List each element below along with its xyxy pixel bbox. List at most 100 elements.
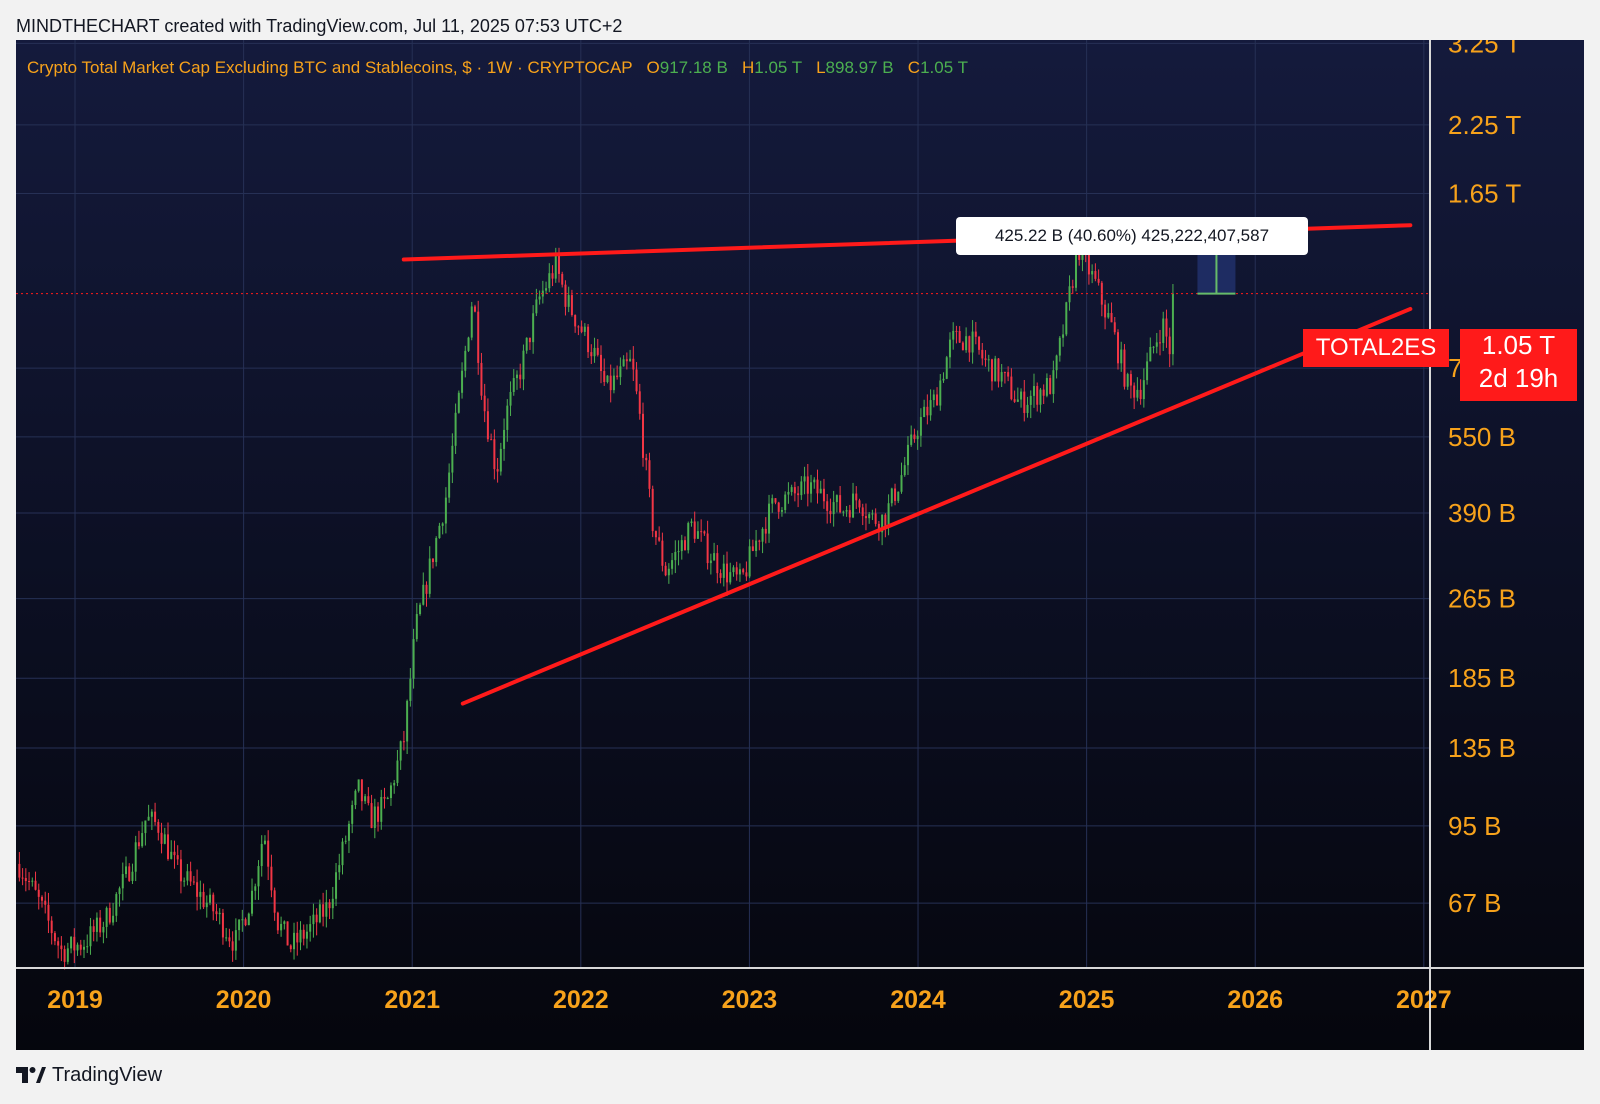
y-tick-label: 550 B xyxy=(1448,422,1516,452)
candle-body xyxy=(241,919,244,921)
candle-body xyxy=(1159,342,1162,344)
candle-body xyxy=(852,493,855,518)
candle-body xyxy=(192,881,195,883)
candle-body xyxy=(871,513,874,515)
candle-body xyxy=(1049,378,1052,394)
candle-body xyxy=(923,406,926,418)
candle-body xyxy=(696,531,699,539)
candle-body xyxy=(984,358,987,360)
candle-body xyxy=(661,540,664,566)
y-tick-label: 265 B xyxy=(1448,584,1516,614)
candle-body xyxy=(1045,378,1048,396)
legend-title: Crypto Total Market Cap Excluding BTC an… xyxy=(27,58,633,77)
candle-body xyxy=(1032,386,1035,396)
candle-body xyxy=(464,350,467,371)
tradingview-branding[interactable]: TradingView xyxy=(16,1062,162,1088)
candle-body xyxy=(638,391,641,414)
candle-body xyxy=(948,339,951,358)
candle-body xyxy=(212,894,215,912)
candle-body xyxy=(102,926,105,933)
candle-body xyxy=(1129,374,1132,386)
candle-body xyxy=(868,514,871,519)
y-tick-label: 2.25 T xyxy=(1448,110,1521,140)
x-tick-label-2021: 2021 xyxy=(384,986,440,1014)
candle-body xyxy=(952,330,955,340)
candle-body xyxy=(790,487,793,492)
candle-body xyxy=(99,917,102,933)
candle-body xyxy=(619,366,622,378)
candle-body xyxy=(344,840,347,842)
candle-body xyxy=(302,929,305,939)
candle-body xyxy=(441,523,444,526)
candle-body xyxy=(664,565,667,576)
candle-body xyxy=(125,866,128,875)
candle-body xyxy=(1097,278,1100,283)
candle-body xyxy=(425,584,428,594)
y-tick-label: 67 B xyxy=(1448,888,1502,918)
candle-body xyxy=(939,380,942,406)
candle-body xyxy=(341,841,344,866)
candle-body xyxy=(360,779,363,802)
candle-body xyxy=(338,865,341,873)
candle-body xyxy=(629,358,632,362)
candle-body xyxy=(157,821,160,833)
candle-body xyxy=(183,880,186,882)
candle-body xyxy=(887,503,890,528)
candle-body xyxy=(477,311,480,363)
legend-low: L898.97 B xyxy=(816,58,894,77)
candle-body xyxy=(260,843,263,867)
chart-frame[interactable]: 2019 2020 2021 2022 2023 2024 2025 2026 2027 3.25… xyxy=(16,40,1584,1050)
candle-body xyxy=(570,295,573,316)
candle-body xyxy=(706,533,709,564)
candle-body xyxy=(451,445,454,473)
candle-body xyxy=(890,488,893,504)
candle-body xyxy=(929,400,932,416)
candle-body xyxy=(347,823,350,841)
candle-body xyxy=(1094,271,1097,279)
candle-body xyxy=(1171,293,1174,355)
candle-body xyxy=(296,932,299,943)
candle-body xyxy=(1007,372,1010,377)
candle-body xyxy=(751,546,754,552)
candle-body xyxy=(519,374,522,380)
candle-body xyxy=(386,798,389,800)
candle-body xyxy=(1052,370,1055,394)
candle-body xyxy=(373,806,376,828)
candle-body xyxy=(978,336,981,350)
legend-open: O917.18 B xyxy=(646,58,728,77)
candle-body xyxy=(803,476,806,482)
candle-body xyxy=(189,871,192,882)
candle-body xyxy=(635,369,638,392)
attribution-text: MINDTHECHART created with TradingView.co… xyxy=(16,16,623,36)
candle-body xyxy=(819,488,822,494)
candle-body xyxy=(289,945,292,950)
candle-body xyxy=(244,919,247,926)
candle-body xyxy=(797,493,800,496)
candle-body xyxy=(832,502,835,515)
candle-body xyxy=(545,288,548,291)
candle-body xyxy=(1010,376,1013,400)
candle-body xyxy=(777,502,780,512)
candle-body xyxy=(37,889,40,897)
candle-body xyxy=(897,491,900,501)
candle-body xyxy=(829,510,832,515)
chart-canvas[interactable]: 2019 2020 2021 2022 2023 2024 2025 2026 2027 3.25… xyxy=(16,40,1584,1050)
candle-body xyxy=(1016,399,1019,402)
last-price-value: 1.05 T xyxy=(1481,330,1556,360)
candle-body xyxy=(179,859,182,882)
candle-body xyxy=(658,537,661,541)
chart-legend[interactable]: Crypto Total Market Cap Excluding BTC an… xyxy=(27,58,968,78)
candle-body xyxy=(1003,372,1006,374)
candle-body xyxy=(874,513,877,524)
candle-body xyxy=(1013,399,1016,402)
candle-body xyxy=(532,313,535,343)
candle-body xyxy=(606,375,609,383)
candle-body xyxy=(968,336,971,353)
candle-body xyxy=(480,362,483,396)
candle-body xyxy=(761,528,764,542)
candle-body xyxy=(325,902,328,917)
candle-body xyxy=(1146,361,1149,381)
candle-body xyxy=(137,842,140,847)
candle-body xyxy=(415,614,418,640)
candle-body xyxy=(1165,318,1168,337)
